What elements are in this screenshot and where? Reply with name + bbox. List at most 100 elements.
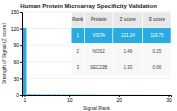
table-cell xyxy=(85,59,113,75)
bar xyxy=(32,94,36,95)
bar xyxy=(27,94,31,95)
bar xyxy=(162,94,166,95)
tick-label: 30 xyxy=(13,76,19,82)
grid xyxy=(22,12,171,95)
bar xyxy=(87,94,91,95)
table-cell xyxy=(113,59,143,75)
tick: 20 xyxy=(117,95,123,103)
table-cell xyxy=(71,44,84,60)
tick-label: 10 xyxy=(67,97,73,103)
tick: 120 xyxy=(11,26,22,32)
x-axis: 1 10 20 30 xyxy=(23,95,173,103)
bar xyxy=(137,94,141,95)
table-text: Rank xyxy=(72,17,84,22)
tick-mark xyxy=(20,29,22,30)
table-cell xyxy=(71,28,84,44)
bar xyxy=(132,94,136,95)
table-text: 119.75 xyxy=(150,33,164,38)
table-cell xyxy=(143,28,171,44)
tick-mark xyxy=(20,95,22,96)
bar xyxy=(62,94,66,95)
bar xyxy=(57,94,61,95)
table-cell xyxy=(143,12,171,28)
tick: 60 xyxy=(13,59,22,65)
table-cell xyxy=(85,44,113,60)
tick: 0 xyxy=(16,92,22,98)
grid-line xyxy=(22,78,171,79)
bar xyxy=(142,94,146,95)
table-cell xyxy=(85,28,113,44)
table-text: 1 xyxy=(77,33,80,38)
bar xyxy=(37,94,41,95)
bar xyxy=(47,94,51,95)
bar xyxy=(112,94,116,95)
tick-label: 1 xyxy=(24,97,27,103)
table-text: S score xyxy=(149,17,166,22)
bar xyxy=(147,94,151,95)
table-cell xyxy=(143,59,171,75)
table: Rank Protein Z score S score 1 VISTA 121.24 119… xyxy=(71,12,171,75)
tick-label: 60 xyxy=(13,59,19,65)
bar xyxy=(72,94,76,95)
tick-label: 30 xyxy=(166,97,172,103)
tick: 10 xyxy=(67,95,73,103)
table-text: 121.24 xyxy=(121,33,135,38)
bar xyxy=(167,94,171,95)
tick-label: 90 xyxy=(13,42,19,48)
table-text: Z score xyxy=(120,17,137,22)
table-text: 1.49 xyxy=(123,49,132,54)
bar xyxy=(107,94,111,95)
bar xyxy=(127,94,131,95)
tick-label: 120 xyxy=(11,26,20,32)
tick-mark xyxy=(20,62,22,63)
y-axis-title: Strength of Signal (Z score) xyxy=(1,23,7,84)
table-cell xyxy=(113,28,143,44)
table-text: SEC23B xyxy=(90,65,107,70)
bar xyxy=(52,94,56,95)
tick-label: 0 xyxy=(16,92,19,98)
bar xyxy=(122,94,126,95)
y-axis: 0 30 60 90 120 150 xyxy=(11,9,23,98)
bar xyxy=(42,94,46,95)
tick-mark xyxy=(20,45,22,46)
axis-line xyxy=(23,96,172,98)
table-text: VISTA xyxy=(92,33,105,38)
tick: 30 xyxy=(166,95,172,103)
bar xyxy=(157,94,161,95)
bar xyxy=(97,94,101,95)
table-text: Protein xyxy=(91,17,107,22)
tick: 90 xyxy=(13,42,22,48)
table-text: 2 xyxy=(77,49,80,54)
table-text: 1.33 xyxy=(123,65,132,70)
tick-mark xyxy=(20,78,22,79)
bar xyxy=(22,28,26,95)
tick: 30 xyxy=(13,76,22,82)
table-cell xyxy=(71,12,84,28)
table-text: 0.15 xyxy=(152,49,161,54)
table-text: NOS2 xyxy=(93,49,106,54)
axis-line xyxy=(20,13,23,96)
tick-label: 20 xyxy=(117,97,123,103)
title: Human Protein Microarray Specificity Val… xyxy=(20,3,157,9)
bar xyxy=(102,94,106,95)
x-axis-title: Signal Rank xyxy=(83,105,110,111)
bar xyxy=(152,94,156,95)
chart: 1 10 20 30 0 30 60 90 120 150 Rank Protein Z score S … xyxy=(0,0,177,111)
bar xyxy=(67,94,71,95)
tick: 150 xyxy=(11,9,22,15)
table-cell xyxy=(71,59,84,75)
table-cell xyxy=(113,44,143,60)
bar xyxy=(82,94,86,95)
tick: 1 xyxy=(24,95,27,103)
table-cell xyxy=(143,44,171,60)
bars xyxy=(22,28,170,95)
table-cell xyxy=(113,12,143,28)
table-cell xyxy=(85,12,113,28)
bar xyxy=(77,94,81,95)
tick-mark xyxy=(20,12,22,13)
bar xyxy=(92,94,96,95)
table-text: 3 xyxy=(77,65,80,70)
table-text: 0.06 xyxy=(152,65,161,70)
bar xyxy=(117,94,121,95)
tick-label: 150 xyxy=(11,9,20,15)
